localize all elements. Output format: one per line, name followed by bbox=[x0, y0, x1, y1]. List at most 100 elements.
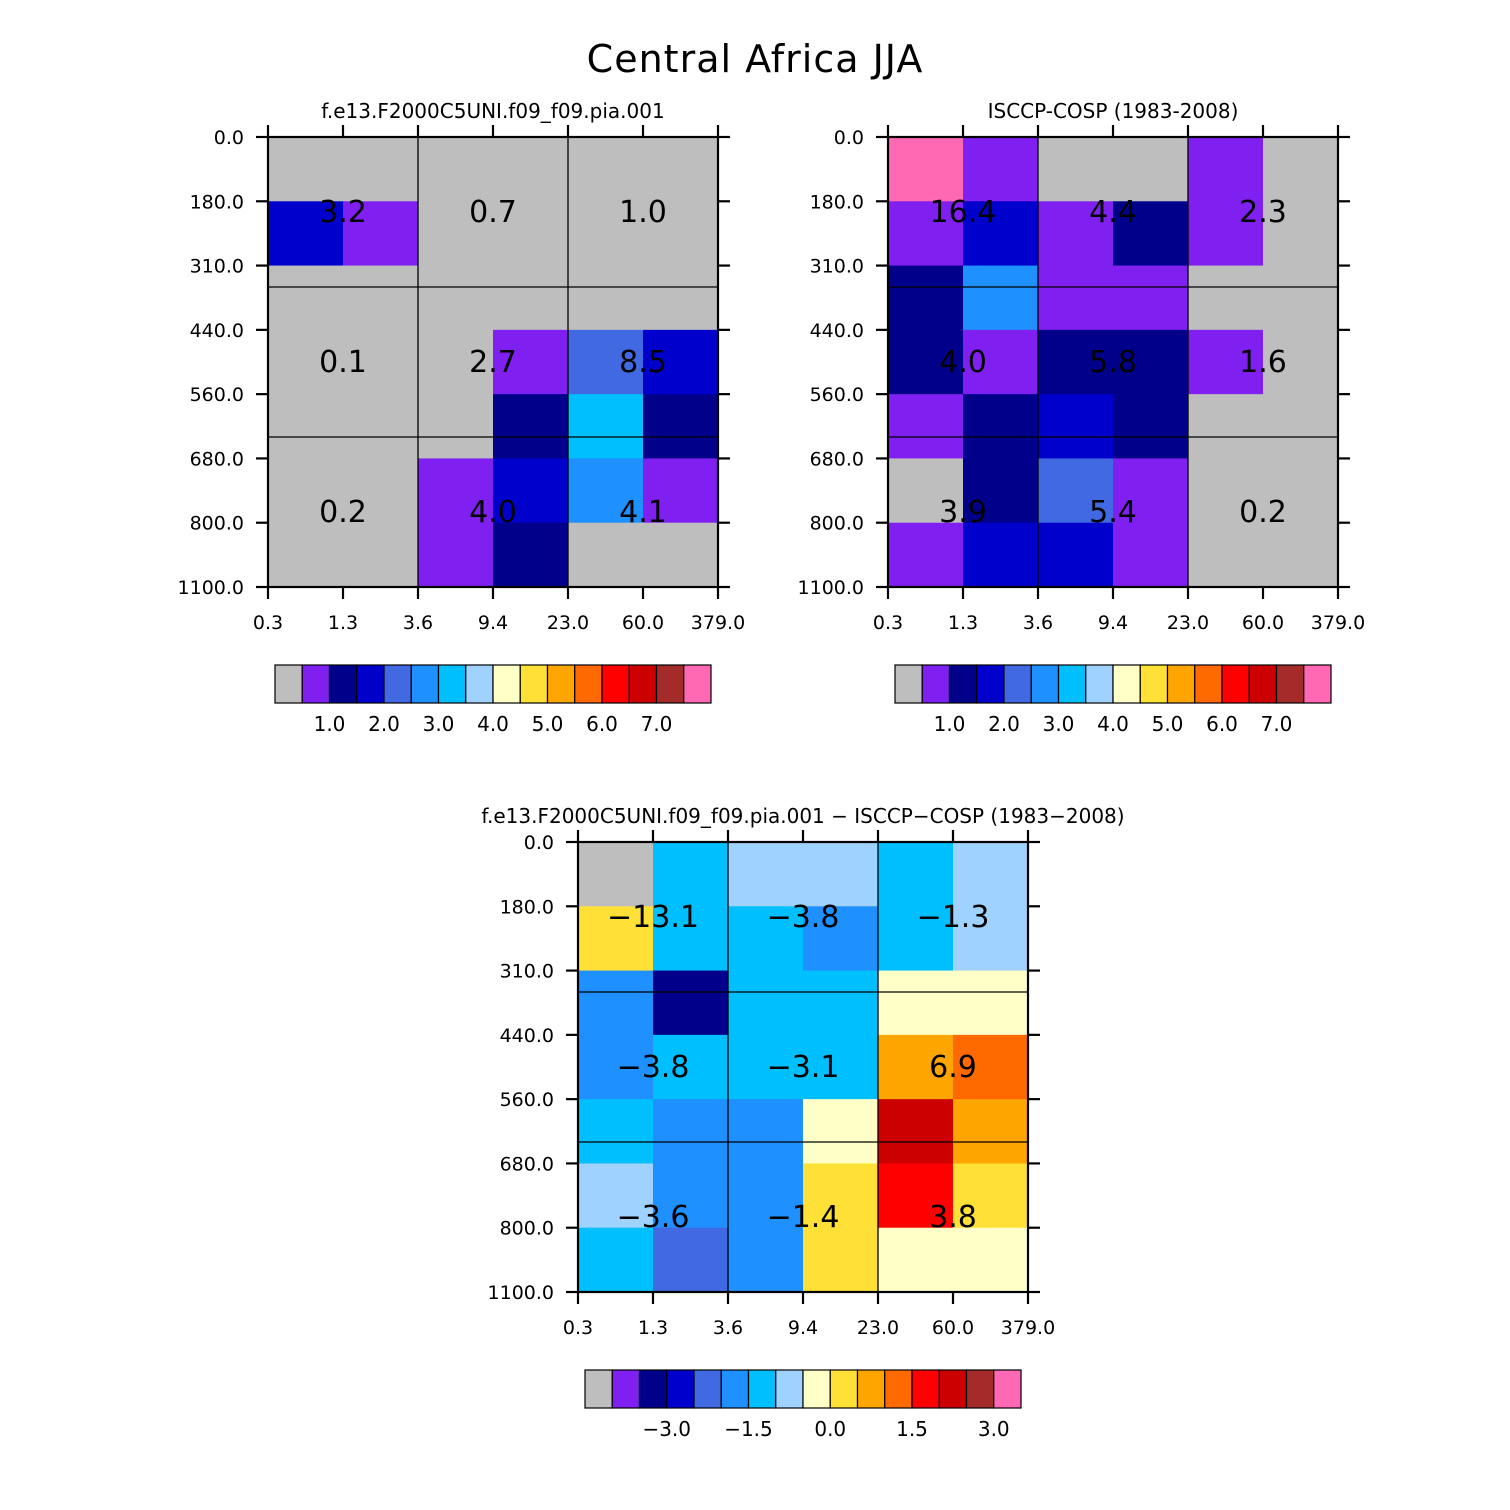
panel-title: f.e13.F2000C5UNI.f09_f09.pia.001 − ISCCP… bbox=[481, 804, 1124, 828]
heatmap-cell bbox=[653, 1163, 729, 1229]
heatmap-cell bbox=[1113, 265, 1189, 331]
heatmap-cell bbox=[343, 329, 419, 395]
panel-title: ISCCP-COSP (1983-2008) bbox=[988, 99, 1239, 123]
heatmap-cell bbox=[493, 201, 569, 267]
heatmap-cell bbox=[1188, 137, 1264, 202]
panel-title: f.e13.F2000C5UNI.f09_f09.pia.001 bbox=[321, 99, 664, 123]
heatmap-cell bbox=[343, 265, 419, 331]
box-total-label: 2.3 bbox=[1239, 195, 1287, 230]
y-tick-label: 180.0 bbox=[190, 191, 244, 213]
colorbar-box bbox=[1248, 664, 1278, 704]
heatmap-cell bbox=[1188, 522, 1264, 588]
heatmap-cell bbox=[578, 970, 654, 1036]
x-tick-label: 9.4 bbox=[1098, 612, 1128, 634]
x-tick-label: 60.0 bbox=[932, 1317, 974, 1339]
colorbar-box bbox=[274, 664, 303, 704]
box-total-label: 4.4 bbox=[1089, 195, 1137, 230]
colorbar-label: 2.0 bbox=[368, 712, 400, 736]
colorbar-label: 6.0 bbox=[1206, 712, 1238, 736]
y-tick-label: 1100.0 bbox=[798, 577, 864, 599]
heatmap-cell bbox=[803, 1099, 879, 1165]
heatmap-cell bbox=[568, 394, 644, 460]
heatmap-cell bbox=[878, 1034, 954, 1100]
box-total-label: 1.6 bbox=[1239, 345, 1287, 380]
y-tick-label: 800.0 bbox=[500, 1218, 554, 1240]
heatmap-cell bbox=[1038, 394, 1114, 460]
x-tick-label: 0.3 bbox=[873, 612, 903, 634]
colorbar-box bbox=[965, 1369, 995, 1409]
heatmap-cell bbox=[1263, 265, 1339, 331]
heatmap-cell bbox=[1038, 458, 1114, 524]
heatmap-cell bbox=[418, 458, 494, 524]
box-total-label: 0.1 bbox=[319, 345, 367, 380]
heatmap-cell bbox=[343, 522, 419, 588]
heatmap-cell bbox=[493, 329, 569, 395]
heatmap-cell bbox=[728, 1099, 804, 1165]
box-total-label: −3.8 bbox=[617, 1050, 690, 1085]
colorbar-box bbox=[884, 1369, 913, 1409]
heatmap-cell bbox=[343, 458, 419, 524]
heatmap-cell bbox=[963, 458, 1039, 524]
heatmap-cell bbox=[1113, 394, 1189, 460]
heatmap-cell bbox=[343, 201, 419, 267]
colorbar-box bbox=[693, 1369, 722, 1409]
heatmap-cell bbox=[493, 137, 569, 202]
heatmap-cell bbox=[963, 265, 1039, 331]
heatmap-cell bbox=[1188, 201, 1264, 267]
heatmap-cell bbox=[578, 1227, 654, 1293]
colorbar-label: 7.0 bbox=[641, 712, 673, 736]
box-total-label: 0.2 bbox=[319, 495, 367, 530]
heatmap-cell bbox=[878, 1099, 954, 1165]
box-total-label: −1.4 bbox=[767, 1200, 840, 1235]
heatmap-cell bbox=[418, 265, 494, 331]
colorbar-label: 1.0 bbox=[314, 712, 346, 736]
colorbar-box bbox=[410, 664, 440, 704]
heatmap-cell bbox=[888, 522, 964, 588]
heatmap-cell bbox=[963, 201, 1039, 267]
heatmap-cell bbox=[878, 1163, 954, 1229]
colorbar-box bbox=[638, 1369, 668, 1409]
y-tick-label: 440.0 bbox=[500, 1025, 554, 1047]
colorbar-box bbox=[1275, 664, 1305, 704]
heatmap-cell bbox=[418, 201, 494, 267]
heatmap-cell bbox=[578, 906, 654, 972]
box-total-label: 0.2 bbox=[1239, 495, 1287, 530]
y-tick-label: 0.0 bbox=[524, 832, 554, 854]
colorbar-box bbox=[856, 1369, 886, 1409]
y-tick-label: 560.0 bbox=[810, 384, 864, 406]
heatmap-cell bbox=[653, 1099, 729, 1165]
y-tick-label: 310.0 bbox=[190, 256, 244, 278]
colorbar-label: 5.0 bbox=[532, 712, 564, 736]
colorbar-box bbox=[584, 1369, 613, 1409]
box-total-label: 2.7 bbox=[469, 345, 517, 380]
colorbar-box bbox=[611, 1369, 641, 1409]
heatmap-cell bbox=[1038, 329, 1114, 395]
box-total-label: 8.5 bbox=[619, 345, 667, 380]
heatmap-cell bbox=[418, 329, 494, 395]
colorbar-box bbox=[666, 1369, 695, 1409]
colorbar-label: −3.0 bbox=[642, 1417, 691, 1441]
heatmap-cell bbox=[878, 1227, 954, 1293]
heatmap-cell bbox=[953, 842, 1029, 907]
heatmap-cell bbox=[653, 1227, 729, 1293]
y-tick-label: 310.0 bbox=[500, 961, 554, 983]
heatmap-cell bbox=[1113, 458, 1189, 524]
colorbar-box bbox=[921, 664, 951, 704]
colorbar-box bbox=[747, 1369, 777, 1409]
heatmap-cell bbox=[888, 394, 964, 460]
heatmap-cell bbox=[1038, 522, 1114, 588]
heatmap-cell bbox=[1038, 201, 1114, 267]
heatmap-cell bbox=[643, 329, 719, 395]
colorbar-box bbox=[655, 664, 685, 704]
panel-difference: f.e13.F2000C5UNI.f09_f09.pia.001 − ISCCP… bbox=[481, 804, 1124, 1441]
box-total-label: 4.0 bbox=[939, 345, 987, 380]
heatmap-cell bbox=[578, 1163, 654, 1229]
heatmap-cell bbox=[1113, 137, 1189, 202]
heatmap-cell bbox=[1263, 522, 1339, 588]
panel-model: f.e13.F2000C5UNI.f09_f09.pia.001 0.0 180.0… bbox=[178, 99, 746, 736]
colorbar-box bbox=[720, 1369, 750, 1409]
box-total-label: 4.0 bbox=[469, 495, 517, 530]
heatmap-cell bbox=[728, 1163, 804, 1229]
heatmap-cell bbox=[418, 394, 494, 460]
heatmap-cell bbox=[953, 1227, 1029, 1293]
